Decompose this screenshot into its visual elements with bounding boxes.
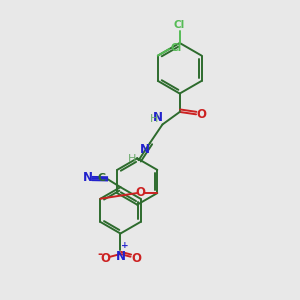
Text: N: N <box>153 111 163 124</box>
Text: N: N <box>140 143 149 156</box>
Text: Cl: Cl <box>170 43 181 52</box>
Text: H: H <box>128 154 136 164</box>
Text: O: O <box>100 252 110 265</box>
Text: O: O <box>131 252 142 265</box>
Text: +: + <box>121 241 129 250</box>
Text: N: N <box>82 171 92 184</box>
Text: H: H <box>150 114 158 124</box>
Text: Cl: Cl <box>173 20 184 30</box>
Text: O: O <box>136 186 146 199</box>
Text: O: O <box>196 108 206 121</box>
Text: -: - <box>97 248 102 261</box>
Text: C: C <box>98 173 106 183</box>
Text: N: N <box>116 250 126 263</box>
